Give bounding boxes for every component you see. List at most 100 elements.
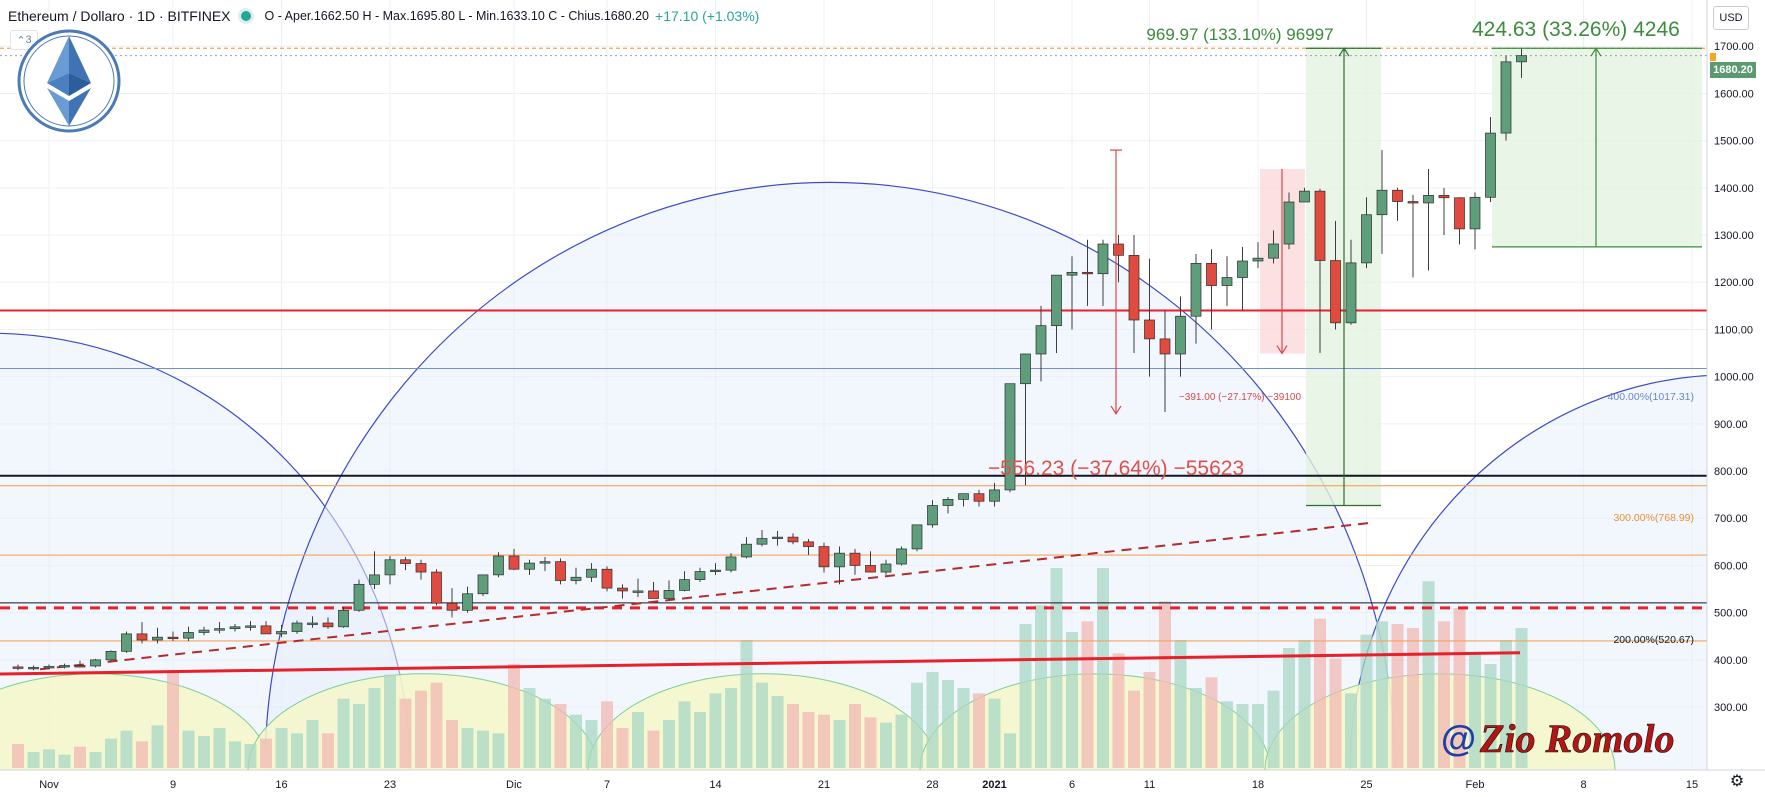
volume-bar	[244, 744, 257, 768]
measure-zones	[1260, 48, 1702, 506]
volume-bar	[1515, 628, 1528, 768]
volume-bar	[136, 741, 148, 768]
volume-bar	[446, 720, 458, 768]
volume-bar	[1004, 733, 1016, 768]
indicator-toggle[interactable]: ⌃ 3	[10, 30, 38, 50]
candle-body	[260, 625, 272, 635]
time-axis-bg	[0, 770, 1765, 797]
candle-body	[1516, 55, 1527, 63]
candle-body	[28, 667, 39, 670]
market-status-icon	[240, 11, 251, 21]
candle-body	[121, 633, 132, 652]
indicator-count: 3	[25, 34, 32, 46]
volume-bar	[1112, 653, 1125, 768]
chevron-down-icon: ⌃	[16, 34, 26, 47]
candle-body	[90, 659, 101, 667]
candle-body	[586, 568, 597, 578]
candle-body	[896, 548, 907, 565]
volume-bar	[678, 701, 691, 768]
volume-bar	[182, 730, 195, 768]
price-tick-label: 1200.00	[1714, 277, 1754, 289]
time-tick-label: 2021	[982, 779, 1006, 791]
candle-body	[400, 559, 411, 564]
fib-300-label: 300.00%(768.99)	[1613, 512, 1694, 524]
volume-bar	[415, 690, 427, 768]
candle-body	[1020, 353, 1031, 385]
price-tick-label: 900.00	[1714, 419, 1748, 431]
currency-badge[interactable]: USD	[1713, 6, 1749, 30]
gear-icon[interactable]: ⚙	[1729, 773, 1745, 790]
volume-bar	[771, 696, 784, 768]
measure-down-small-arrow-head	[1276, 345, 1288, 355]
candle-body	[1376, 189, 1388, 216]
volume-bar	[105, 738, 117, 768]
time-tick-label: 15	[1686, 779, 1698, 791]
volume-bar	[120, 730, 133, 768]
volume-bar	[43, 749, 55, 768]
dashed-trend-line	[39, 521, 1371, 671]
candle-body	[1082, 271, 1093, 275]
candle-body	[973, 493, 985, 502]
volume-bar	[1081, 621, 1094, 768]
time-tick-label: 7	[604, 779, 610, 791]
measure-zone-recent	[1492, 48, 1702, 247]
volume-bar	[616, 728, 629, 768]
candle-body	[105, 650, 117, 661]
candle-body	[338, 609, 349, 628]
price-tick-label: 1100.00	[1714, 324, 1753, 336]
candle-body	[1345, 262, 1357, 324]
candle-body	[524, 562, 535, 570]
volume-bar	[1252, 704, 1264, 768]
measure-arrows	[1110, 47, 1702, 507]
time-tick-label: Dic	[506, 779, 522, 791]
volume-bar	[275, 728, 288, 768]
time-tick-label: 6	[1069, 779, 1075, 791]
candle-body	[431, 571, 442, 604]
candle-body	[927, 505, 938, 526]
candle-body	[1392, 189, 1403, 202]
volume-bar	[585, 720, 598, 768]
candle-body	[710, 569, 721, 573]
measure-down-small-label: −391.00 (−27.17%) −39100	[1179, 392, 1301, 403]
volume-bar	[957, 688, 970, 768]
candle-body	[508, 555, 520, 570]
symbol-title[interactable]: Ethereum / Dollaro · 1D · BITFINEX	[8, 8, 231, 24]
candle-body	[648, 590, 659, 599]
candle-body	[1159, 338, 1171, 355]
volume-bar	[399, 698, 412, 768]
candle-body	[369, 574, 380, 585]
candle-body	[942, 499, 954, 506]
time-tick-label: Nov	[39, 779, 59, 791]
price-tick-label: 800.00	[1714, 466, 1748, 478]
time-tick-label: Feb	[1466, 779, 1485, 791]
time-axis[interactable]: Nov 9 16 23 Dic 7 14 21 28 2021 6 11 18 25 Feb 8 15	[0, 769, 1765, 797]
volume-bar	[461, 728, 474, 768]
price-axis[interactable]: 300.00 400.00 500.00 600.00 700.00 800.00 900.…	[1706, 0, 1765, 797]
time-tick-label: 25	[1360, 779, 1372, 791]
price-tick-label: 400.00	[1714, 655, 1748, 667]
candle-body	[570, 576, 582, 581]
candle-body	[880, 563, 892, 573]
volume-bar	[322, 733, 334, 768]
volume-bar	[895, 714, 908, 768]
candle-body	[59, 665, 70, 668]
volume-bar	[1097, 568, 1109, 768]
volume-bar	[725, 688, 737, 768]
candle-body	[694, 571, 706, 580]
volume-bar	[1236, 704, 1249, 768]
volume-bar	[27, 752, 40, 768]
price-tick-label: 500.00	[1714, 608, 1748, 620]
time-tick-label: 14	[709, 779, 721, 791]
time-tick-label: 21	[818, 779, 830, 791]
volume-bar	[1407, 628, 1419, 768]
candle-body	[198, 629, 210, 633]
candle-body	[911, 524, 923, 550]
price-tick-label: 1400.00	[1714, 183, 1754, 195]
time-tick-label: 23	[384, 779, 396, 791]
candle-body	[1438, 195, 1450, 199]
time-tick-label: 16	[275, 779, 287, 791]
candle-body	[1004, 383, 1016, 491]
volume-bar	[709, 693, 722, 768]
volume-bar	[1500, 640, 1512, 768]
